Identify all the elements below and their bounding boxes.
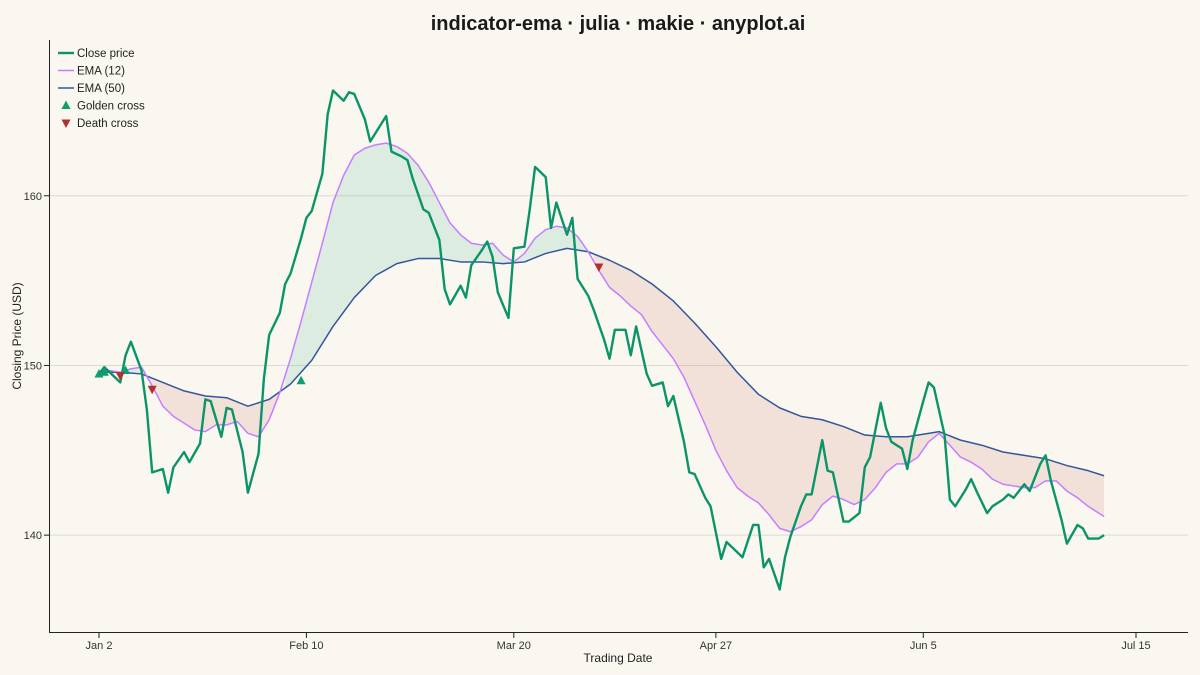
x-tick-label: Jun 5 bbox=[910, 640, 937, 652]
crossover-markers bbox=[94, 263, 604, 395]
x-tick-label: Apr 27 bbox=[700, 640, 732, 652]
close-price-line bbox=[98, 89, 1105, 591]
gridlines bbox=[50, 195, 1188, 536]
bullish-fill bbox=[285, 143, 594, 388]
y-tick-label: 150 bbox=[24, 360, 42, 372]
bearish-fill bbox=[593, 253, 1105, 532]
legend-close-price-label: Close price bbox=[77, 48, 135, 60]
legend-ema-12-label: EMA (12) bbox=[77, 66, 125, 78]
legend-golden-cross-label: Golden cross bbox=[77, 101, 145, 113]
golden-cross-marker bbox=[99, 367, 109, 376]
x-tick-label: Jan 2 bbox=[86, 640, 113, 652]
y-axis-label: Closing Price (USD) bbox=[10, 282, 24, 389]
golden-cross-marker bbox=[121, 365, 131, 375]
ema-50-line bbox=[99, 247, 1105, 477]
axis-ticks: 140 150 160 Jan 2 Feb 10 Mar 20 Apr 27 Jun 5 Jul… bbox=[24, 191, 1151, 652]
series-lines bbox=[98, 89, 1105, 591]
ema-12-line bbox=[98, 142, 1105, 533]
legend: Close price EMA (12) EMA (50) Golden cross D… bbox=[58, 48, 145, 130]
golden-cross-marker bbox=[296, 375, 306, 385]
y-tick-label: 160 bbox=[24, 191, 42, 203]
chart-title: indicator-ema · julia · makie · anyplot.… bbox=[431, 13, 806, 35]
legend-golden-cross-swatch bbox=[61, 100, 71, 109]
x-tick-label: Feb 10 bbox=[289, 640, 323, 652]
x-tick-label: Jul 15 bbox=[1121, 640, 1150, 652]
x-tick-label: Mar 20 bbox=[497, 640, 531, 652]
bearish-fill bbox=[146, 376, 286, 437]
death-cross-marker bbox=[147, 385, 157, 395]
legend-death-cross-swatch bbox=[61, 119, 71, 128]
y-tick-label: 140 bbox=[24, 530, 42, 542]
death-cross-marker bbox=[115, 372, 125, 381]
death-cross-marker bbox=[594, 263, 604, 273]
x-axis-label: Trading Date bbox=[584, 651, 653, 665]
legend-death-cross-label: Death cross bbox=[77, 118, 139, 130]
legend-ema-50-label: EMA (50) bbox=[77, 83, 125, 95]
